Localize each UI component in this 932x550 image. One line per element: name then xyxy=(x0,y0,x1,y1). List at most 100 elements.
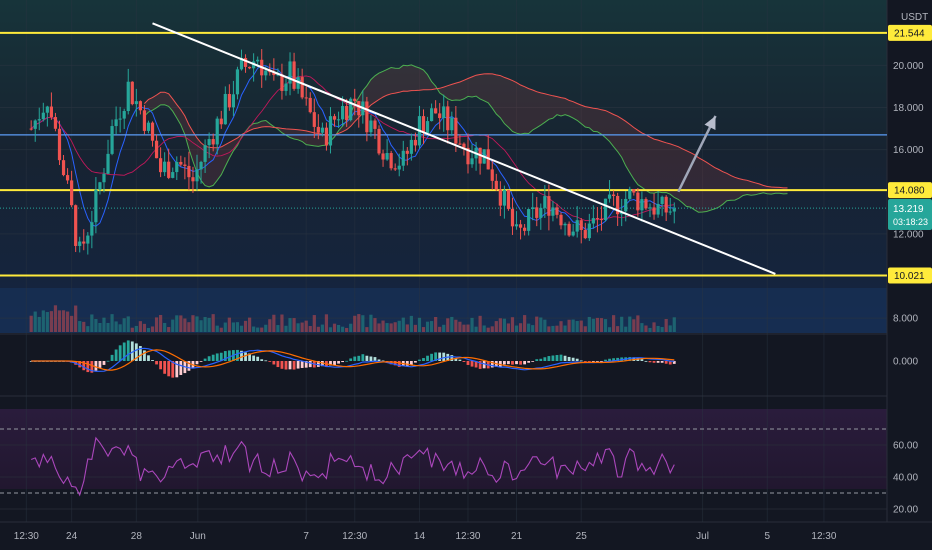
macd-histogram-bar xyxy=(668,361,672,365)
price-pane[interactable] xyxy=(0,0,887,333)
x-tick-label: 12:30 xyxy=(14,531,39,542)
volume-bar xyxy=(41,310,45,332)
volume-bar xyxy=(102,317,106,332)
x-tick-label: 7 xyxy=(303,531,309,542)
macd-histogram-bar xyxy=(280,361,284,369)
x-tick-label: 21 xyxy=(511,531,523,542)
macd-histogram-bar xyxy=(300,361,304,368)
macd-histogram-bar xyxy=(260,359,264,361)
macd-histogram-bar xyxy=(531,361,535,362)
volume-bar xyxy=(252,326,256,332)
macd-histogram-bar xyxy=(349,358,353,361)
volume-bar xyxy=(179,315,183,332)
candle-body xyxy=(223,93,227,125)
volume-bar xyxy=(369,314,373,332)
volume-bar xyxy=(421,327,426,332)
macd-histogram-bar xyxy=(138,346,142,361)
volume-bar xyxy=(599,318,604,332)
candle-body xyxy=(664,196,668,213)
candle-body xyxy=(640,199,644,211)
volume-bar xyxy=(357,314,361,332)
candle-body xyxy=(385,153,389,160)
candle-body xyxy=(349,98,353,121)
macd-histogram-bar xyxy=(389,361,393,365)
volume-bar xyxy=(49,311,54,332)
macd-histogram-bar xyxy=(450,355,454,361)
x-tick-label: 12:30 xyxy=(342,531,367,542)
volume-bar xyxy=(280,314,284,332)
candle-body xyxy=(49,106,54,118)
macd-histogram-bar xyxy=(478,361,482,369)
candle-body xyxy=(171,172,175,178)
macd-histogram-bar xyxy=(365,355,369,361)
candle-body xyxy=(591,218,595,224)
candle-body xyxy=(179,161,183,165)
cloud-span-b xyxy=(144,73,788,189)
volume-bar xyxy=(502,318,506,332)
candle-body xyxy=(409,139,413,154)
macd-histogram-bar xyxy=(442,352,446,361)
candle-body xyxy=(506,190,511,209)
volume-bar xyxy=(353,315,357,332)
candle-body xyxy=(316,126,320,133)
macd-histogram-bar xyxy=(159,361,163,370)
volume-bar xyxy=(361,315,365,332)
candle-body xyxy=(527,209,531,231)
candle-body xyxy=(543,196,547,208)
volume-bar xyxy=(154,317,159,332)
candle-body xyxy=(616,195,620,215)
candle-body xyxy=(57,128,62,161)
macd-histogram-bar xyxy=(357,355,361,361)
macd-histogram-bar xyxy=(559,354,563,361)
volume-bar xyxy=(78,321,82,332)
time-axis[interactable] xyxy=(0,522,932,550)
macd-histogram-bar xyxy=(215,353,219,361)
macd-histogram-bar xyxy=(369,356,373,361)
volume-bar xyxy=(587,316,591,332)
candle-body xyxy=(551,207,555,216)
macd-histogram-bar xyxy=(608,358,611,361)
candle-body xyxy=(138,101,142,111)
candle-body xyxy=(502,190,506,206)
volume-bar xyxy=(268,319,272,332)
last-price-tag xyxy=(888,199,932,230)
macd-histogram-bar xyxy=(256,356,260,361)
candle-body xyxy=(644,199,648,209)
macd-histogram-bar xyxy=(555,355,559,361)
macd-histogram-bar xyxy=(405,361,409,366)
volume-bar xyxy=(442,324,446,332)
candle-body xyxy=(518,224,523,228)
candle-body xyxy=(442,106,446,119)
macd-histogram-bar xyxy=(640,359,644,361)
volume-bar xyxy=(150,326,155,332)
candle-body xyxy=(539,207,543,218)
candle-body xyxy=(636,192,640,211)
macd-pane[interactable] xyxy=(0,335,887,395)
macd-histogram-bar xyxy=(672,361,676,364)
macd-histogram-bar xyxy=(207,356,211,361)
candle-body xyxy=(45,106,49,113)
candle-body xyxy=(211,139,215,145)
volume-bar xyxy=(506,323,511,332)
price-axis[interactable] xyxy=(887,0,932,522)
macd-histogram-bar xyxy=(211,354,215,361)
volume-bar xyxy=(668,325,672,332)
volume-bar xyxy=(660,327,664,332)
macd-histogram-bar xyxy=(227,350,231,361)
x-tick-label: 14 xyxy=(414,531,426,542)
candle-body xyxy=(369,120,373,133)
macd-histogram-bar xyxy=(373,357,377,361)
volume-bar xyxy=(328,327,333,332)
volume-bar xyxy=(377,323,381,332)
volume-bar xyxy=(316,326,320,332)
volume-bar xyxy=(450,316,454,332)
candle-body xyxy=(535,207,539,218)
volume-bar xyxy=(90,314,94,332)
volume-bar xyxy=(425,321,430,332)
volume-bar xyxy=(231,322,236,332)
macd-histogram-bar xyxy=(276,361,280,368)
candle-body xyxy=(215,118,219,145)
candle-body xyxy=(672,208,676,212)
macd-histogram-bar xyxy=(272,361,276,365)
